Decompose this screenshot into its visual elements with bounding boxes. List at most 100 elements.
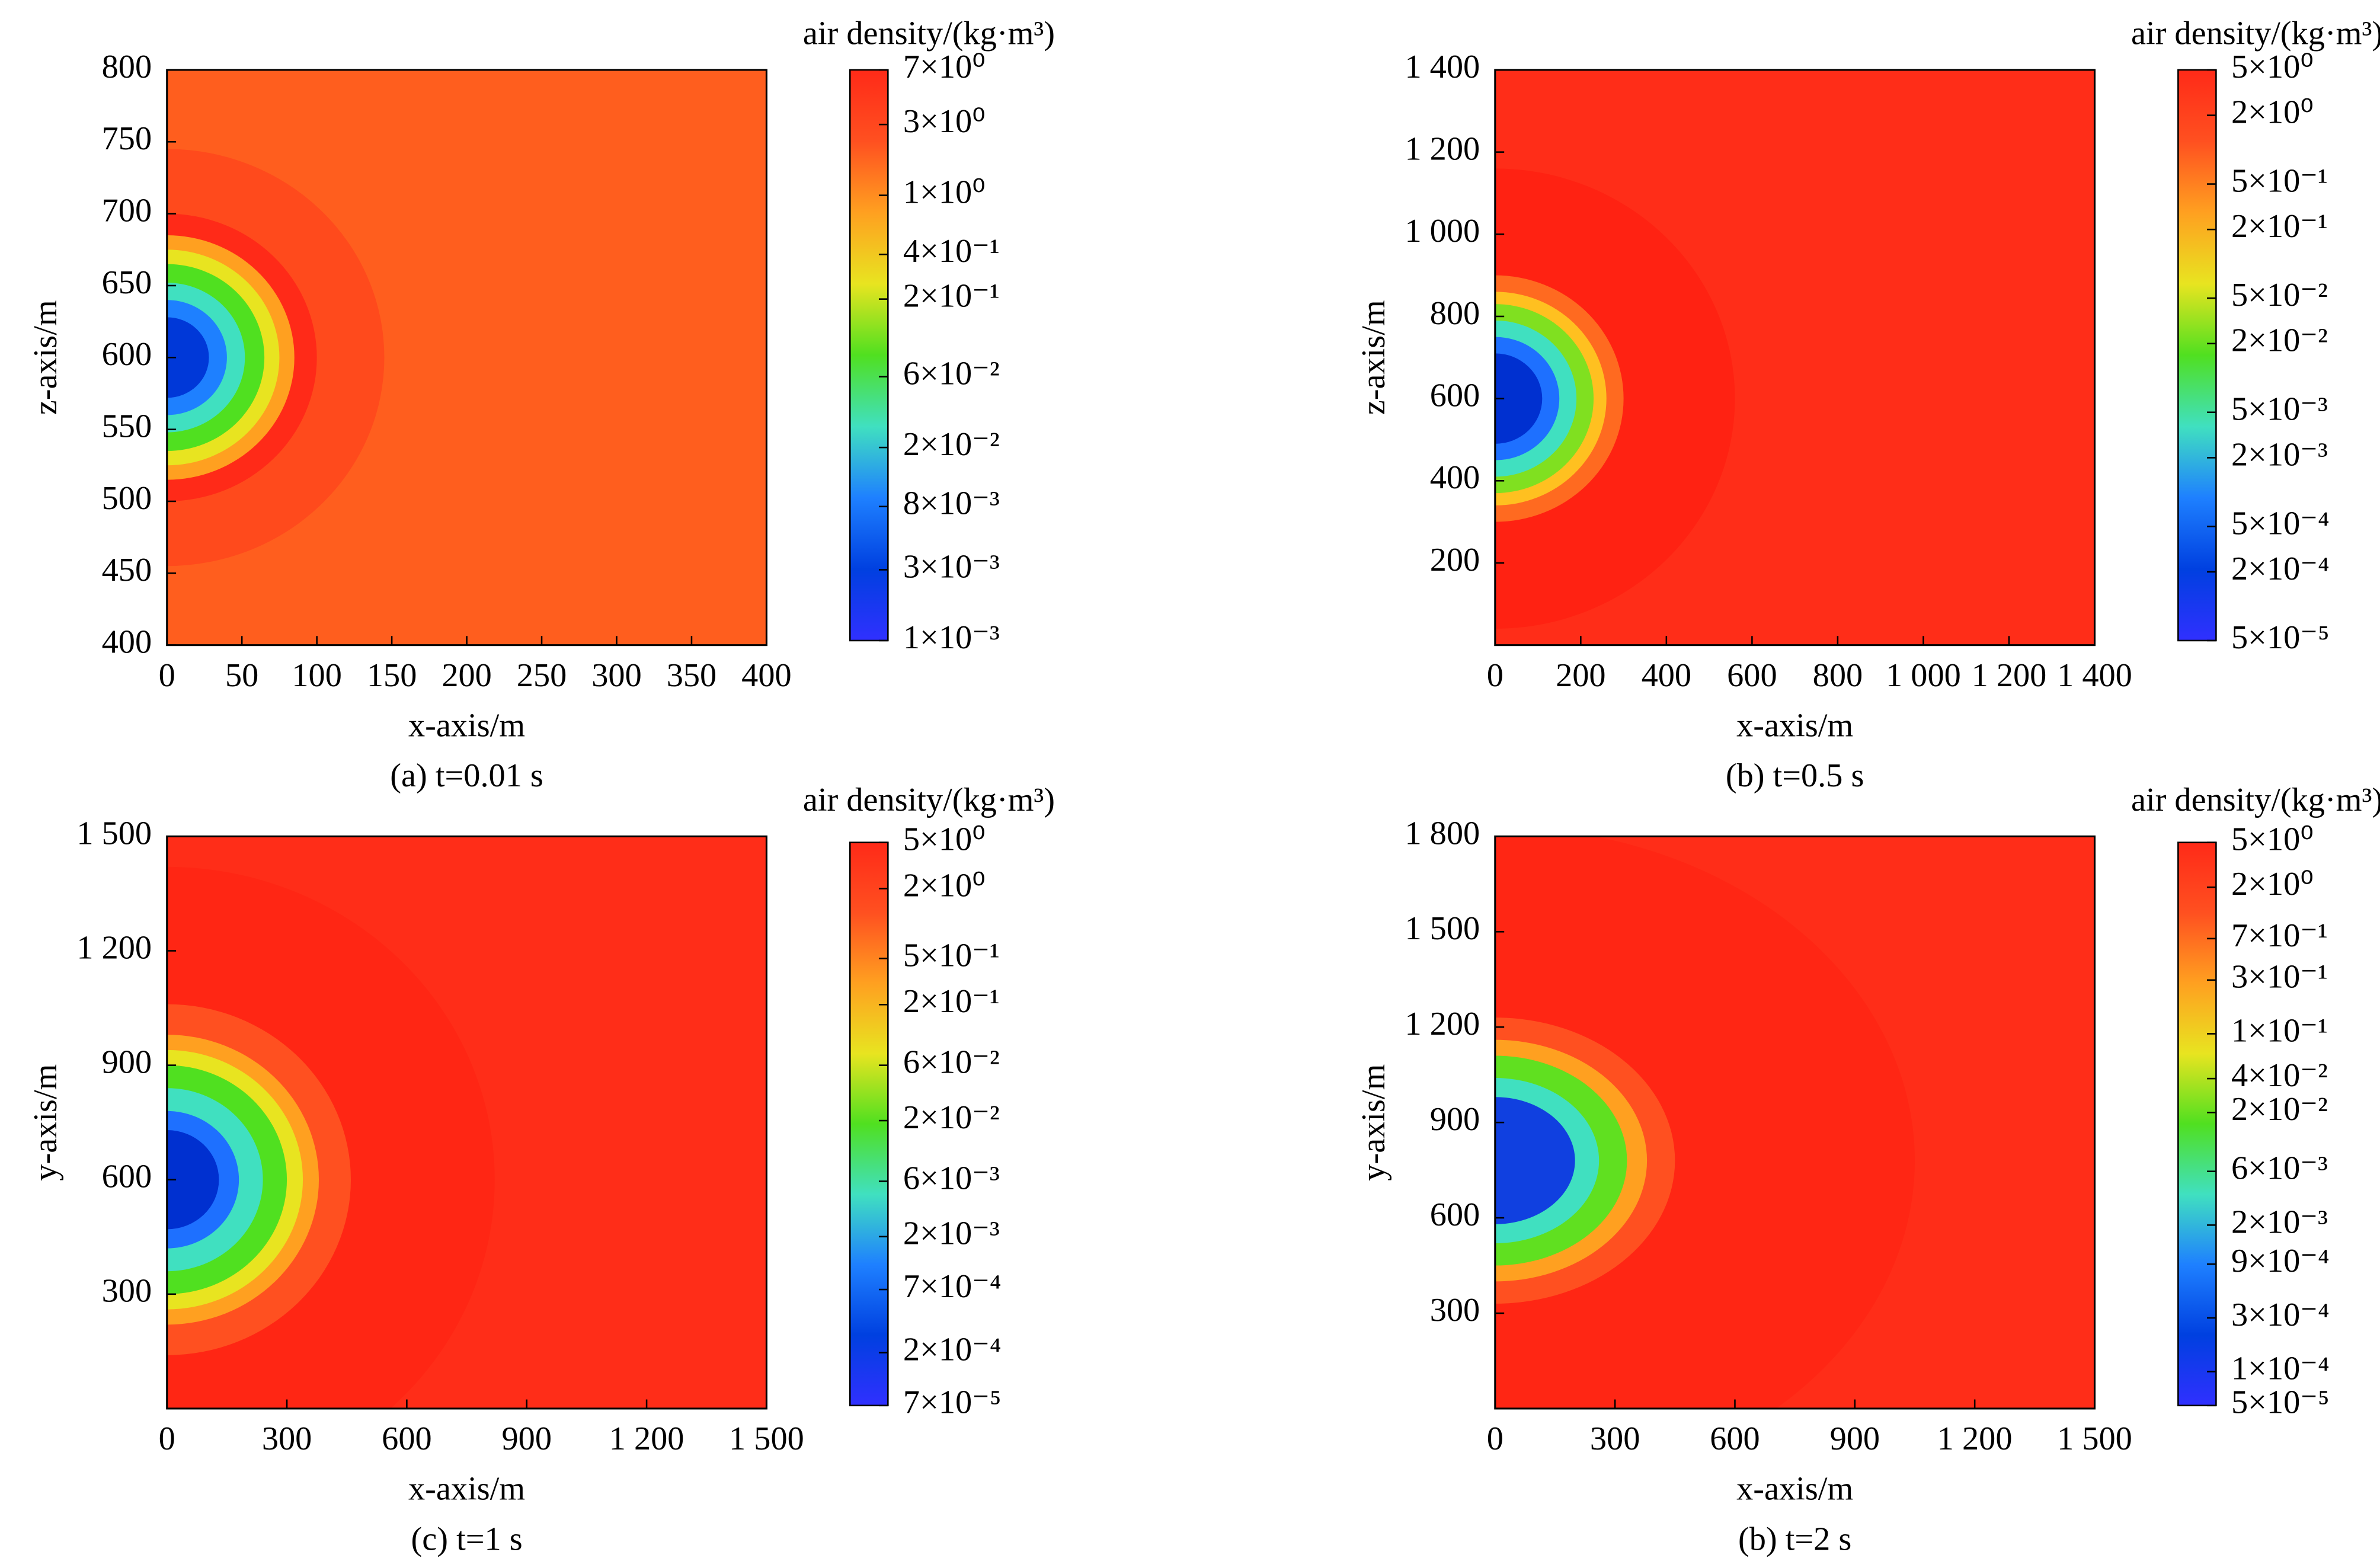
colorbar-tick-label: 6×10⁻² bbox=[903, 1044, 1000, 1081]
colorbar-tick-label: 2×10⁰ bbox=[2231, 94, 2314, 131]
colorbar-tick-label: 1×10⁻¹ bbox=[2231, 1012, 2328, 1049]
x-tick-label: 800 bbox=[1813, 657, 1863, 694]
y-tick-label: 1 500 bbox=[76, 815, 152, 852]
x-tick-label: 1 500 bbox=[2057, 1420, 2132, 1457]
y-axis-label: z-axis/m bbox=[1355, 300, 1392, 415]
y-tick-label: 600 bbox=[102, 1159, 152, 1195]
field bbox=[167, 69, 767, 645]
colorbar bbox=[2177, 69, 2217, 642]
colorbar-tick-label: 4×10⁻¹ bbox=[903, 233, 1000, 270]
colorbar-tick-label: 9×10⁻⁴ bbox=[2231, 1243, 2330, 1279]
colorbar-tick-label: 6×10⁻³ bbox=[903, 1160, 1000, 1196]
colorbar-tick-label: 6×10⁻³ bbox=[2231, 1150, 2328, 1187]
colorbar-tick-label: 2×10⁻¹ bbox=[2231, 208, 2328, 245]
colorbar-tick-label: 2×10⁰ bbox=[2231, 866, 2314, 903]
y-tick-label: 800 bbox=[1430, 295, 1480, 332]
x-tick-label: 600 bbox=[382, 1420, 432, 1457]
x-tick-label: 1 400 bbox=[2057, 657, 2132, 694]
x-tick-label: 50 bbox=[225, 657, 258, 694]
x-tick-label: 100 bbox=[292, 657, 342, 694]
x-tick-label: 1 200 bbox=[609, 1420, 684, 1457]
y-tick-label: 1 200 bbox=[1405, 1006, 1480, 1042]
x-tick-label: 150 bbox=[367, 657, 417, 694]
x-tick-label: 250 bbox=[517, 657, 567, 694]
colorbar-tick-label: 5×10⁻⁵ bbox=[2231, 1384, 2330, 1421]
colorbar-tick-label: 7×10⁻⁵ bbox=[903, 1384, 1002, 1421]
colorbar-title: air density/(kg·m³) bbox=[2131, 15, 2380, 52]
colorbar-tick-label: 8×10⁻³ bbox=[903, 485, 1000, 522]
x-tick-label: 600 bbox=[1710, 1420, 1760, 1457]
y-tick-label: 550 bbox=[102, 408, 152, 445]
y-tick-label: 500 bbox=[102, 480, 152, 517]
x-tick-label: 350 bbox=[667, 657, 717, 694]
colorbar-tick-label: 2×10⁰ bbox=[903, 867, 986, 904]
x-tick-label: 1 000 bbox=[1886, 657, 1961, 694]
y-tick-label: 700 bbox=[102, 193, 152, 229]
colorbar-tick-label: 2×10⁻² bbox=[2231, 322, 2328, 359]
colorbar-tick-label: 1×10⁻⁴ bbox=[2231, 1351, 2330, 1387]
caption: (c) t=1 s bbox=[411, 1521, 522, 1557]
x-tick-label: 1 200 bbox=[1937, 1420, 2013, 1457]
colorbar bbox=[2177, 841, 2217, 1407]
x-tick-label: 300 bbox=[262, 1420, 312, 1457]
x-tick-label: 200 bbox=[442, 657, 492, 694]
x-tick-label: 300 bbox=[1590, 1420, 1640, 1457]
x-tick-label: 400 bbox=[1642, 657, 1692, 694]
colorbar-tick-label: 2×10⁻³ bbox=[2231, 436, 2328, 473]
colorbar-tick-label: 5×10⁻³ bbox=[2231, 391, 2328, 428]
x-tick-label: 0 bbox=[1487, 1420, 1504, 1457]
colorbar-tick-label: 5×10⁰ bbox=[2231, 821, 2314, 858]
y-axis-label: y-axis/m bbox=[27, 1064, 64, 1181]
y-tick-label: 600 bbox=[1430, 377, 1480, 414]
x-tick-label: 0 bbox=[1487, 657, 1504, 694]
y-tick-label: 750 bbox=[102, 120, 152, 157]
colorbar-tick-label: 2×10⁻⁴ bbox=[2231, 551, 2330, 587]
colorbar-tick-label: 5×10⁻² bbox=[2231, 277, 2328, 313]
y-tick-label: 200 bbox=[1430, 542, 1480, 578]
caption: (a) t=0.01 s bbox=[390, 757, 543, 794]
x-tick-label: 200 bbox=[1556, 657, 1606, 694]
colorbar-tick-label: 2×10⁻³ bbox=[903, 1215, 1000, 1252]
colorbar-title: air density/(kg·m³) bbox=[803, 782, 1055, 818]
colorbar-tick-label: 3×10⁻⁴ bbox=[2231, 1297, 2330, 1333]
y-tick-label: 1 800 bbox=[1405, 815, 1480, 852]
y-axis-label: y-axis/m bbox=[1355, 1064, 1392, 1181]
plot-frame bbox=[1494, 69, 2096, 647]
colorbar-tick-label: 3×10⁻³ bbox=[903, 548, 1000, 585]
y-tick-label: 400 bbox=[102, 624, 152, 661]
y-tick-label: 900 bbox=[102, 1044, 152, 1081]
colorbar-tick-label: 3×10⁰ bbox=[903, 103, 986, 140]
x-tick-label: 0 bbox=[159, 1420, 175, 1457]
y-tick-label: 600 bbox=[1430, 1196, 1480, 1233]
y-tick-label: 1 400 bbox=[1405, 49, 1480, 85]
colorbar-tick-label: 1×10⁻³ bbox=[903, 619, 1000, 656]
y-tick-label: 800 bbox=[102, 49, 152, 85]
colorbar-tick-label: 4×10⁻² bbox=[2231, 1057, 2328, 1094]
colorbar-tick-label: 7×10⁻¹ bbox=[2231, 917, 2328, 954]
y-tick-label: 300 bbox=[1430, 1292, 1480, 1329]
x-tick-label: 1 200 bbox=[1972, 657, 2047, 694]
colorbar-title: air density/(kg·m³) bbox=[2131, 782, 2380, 818]
contour-ring bbox=[167, 317, 209, 398]
y-tick-label: 450 bbox=[102, 552, 152, 588]
plot-frame bbox=[166, 835, 767, 1410]
colorbar-title: air density/(kg·m³) bbox=[803, 15, 1055, 52]
contour-ring bbox=[167, 1130, 219, 1230]
x-axis-label: x-axis/m bbox=[1736, 707, 1853, 744]
colorbar-tick-label: 3×10⁻¹ bbox=[2231, 959, 2328, 996]
colorbar-tick-label: 1×10⁰ bbox=[903, 174, 986, 211]
colorbar-tick-label: 2×10⁻³ bbox=[2231, 1204, 2328, 1240]
x-axis-label: x-axis/m bbox=[408, 1471, 525, 1508]
y-tick-label: 1 500 bbox=[1405, 910, 1480, 947]
colorbar-tick-label: 5×10⁻⁵ bbox=[2231, 619, 2330, 656]
colorbar-tick-label: 5×10⁻⁴ bbox=[2231, 505, 2330, 542]
colorbar-tick-label: 2×10⁻⁴ bbox=[903, 1331, 1002, 1368]
y-tick-label: 400 bbox=[1430, 459, 1480, 496]
caption: (b) t=0.5 s bbox=[1726, 757, 1864, 794]
y-axis-label: z-axis/m bbox=[27, 300, 64, 415]
contour-ring bbox=[1495, 353, 1543, 444]
x-axis-label: x-axis/m bbox=[1736, 1471, 1853, 1508]
x-tick-label: 900 bbox=[1830, 1420, 1880, 1457]
colorbar-tick-label: 2×10⁻² bbox=[903, 426, 1000, 463]
